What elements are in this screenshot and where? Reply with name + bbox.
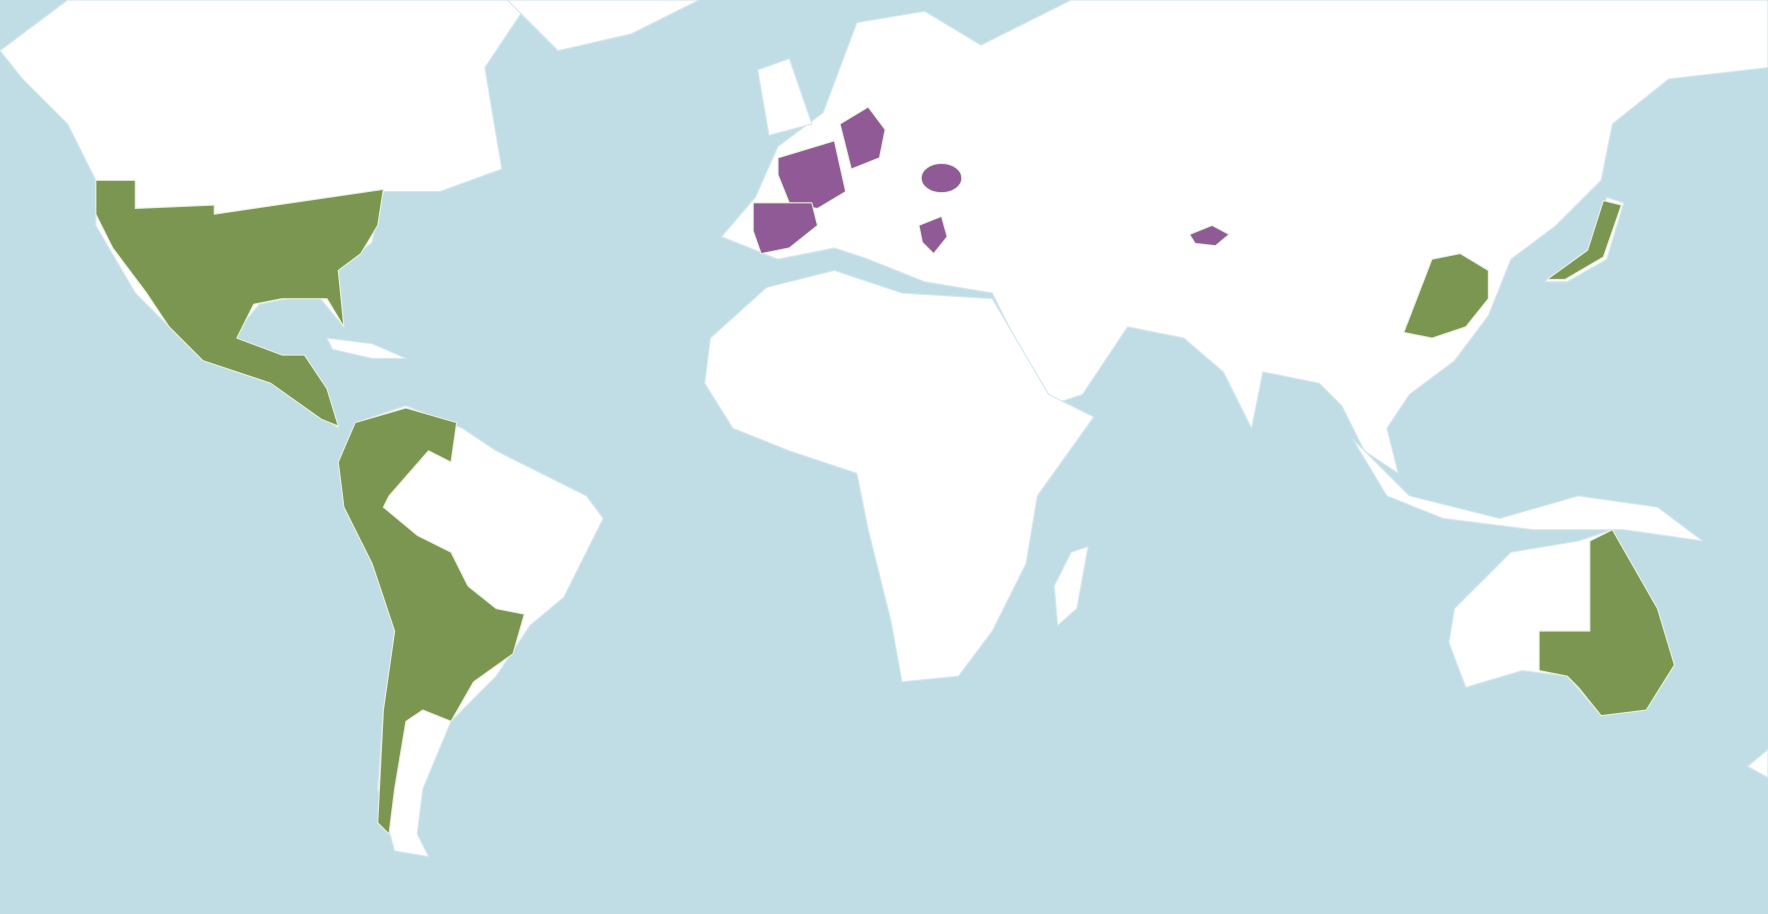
region-france[interactable] <box>777 140 847 210</box>
southeast-asia-islands <box>1352 438 1704 542</box>
native-range <box>95 179 1675 835</box>
region-china[interactable] <box>1403 253 1489 339</box>
united-kingdom <box>757 58 813 136</box>
madagascar <box>1053 546 1089 627</box>
region-tajikistan[interactable] <box>1189 224 1230 247</box>
introduced-range <box>752 106 1230 255</box>
region-romania[interactable] <box>920 162 963 194</box>
region-germany[interactable] <box>839 106 886 170</box>
region-greece[interactable] <box>918 215 948 255</box>
region-japan[interactable] <box>1546 200 1622 281</box>
new-zealand <box>1747 748 1768 779</box>
region-spain[interactable] <box>752 202 819 255</box>
africa <box>704 269 1095 683</box>
region-eastern-australia[interactable] <box>1538 529 1675 717</box>
caribbean <box>326 337 407 359</box>
region-north-central-america[interactable] <box>95 179 384 427</box>
region-south-america[interactable] <box>337 407 525 835</box>
greenland <box>506 0 700 52</box>
